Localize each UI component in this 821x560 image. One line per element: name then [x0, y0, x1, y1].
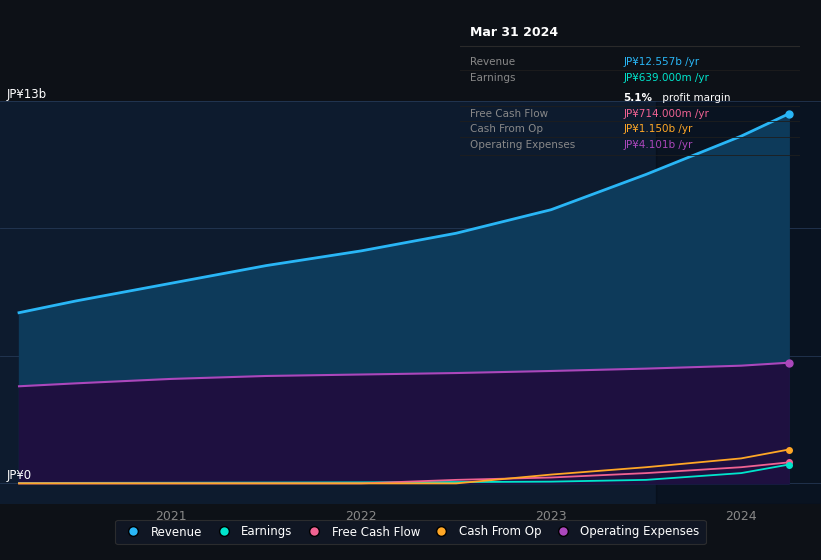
Text: JP¥714.000m /yr: JP¥714.000m /yr — [623, 109, 709, 119]
Text: JP¥639.000m /yr: JP¥639.000m /yr — [623, 73, 709, 83]
Legend: Revenue, Earnings, Free Cash Flow, Cash From Op, Operating Expenses: Revenue, Earnings, Free Cash Flow, Cash … — [116, 520, 705, 544]
Text: Free Cash Flow: Free Cash Flow — [470, 109, 548, 119]
Text: 5.1%: 5.1% — [623, 94, 652, 103]
Text: Revenue: Revenue — [470, 57, 516, 67]
Text: profit margin: profit margin — [659, 94, 731, 103]
Text: JP¥0: JP¥0 — [7, 469, 32, 482]
Bar — [656, 101, 821, 504]
Text: Earnings: Earnings — [470, 73, 516, 83]
Text: Cash From Op: Cash From Op — [470, 124, 544, 134]
Text: JP¥1.150b /yr: JP¥1.150b /yr — [623, 124, 693, 134]
Text: JP¥4.101b /yr: JP¥4.101b /yr — [623, 140, 693, 150]
Text: JP¥12.557b /yr: JP¥12.557b /yr — [623, 57, 699, 67]
Text: JP¥13b: JP¥13b — [7, 88, 47, 101]
Text: Operating Expenses: Operating Expenses — [470, 140, 576, 150]
Text: Mar 31 2024: Mar 31 2024 — [470, 26, 558, 39]
